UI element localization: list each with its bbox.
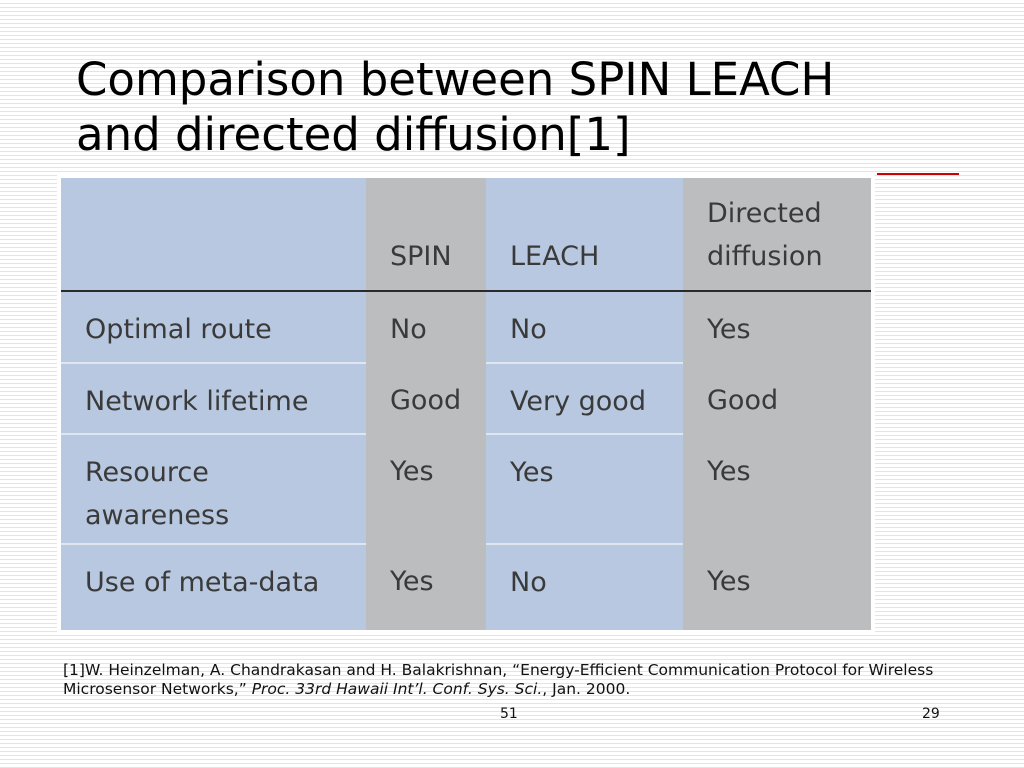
reference-text: [1]W. Heinzelman, A. Chandrakasan and H.… <box>63 661 934 698</box>
header-directed-line1: Directed <box>707 198 822 230</box>
row-label: Resource awareness <box>61 432 366 544</box>
title-line-2: and directed diffusion[1] <box>76 108 631 161</box>
header-spin: SPIN <box>366 178 486 293</box>
cell-leach: Yes <box>486 432 683 544</box>
table-row: Resource awareness Yes Yes Yes <box>61 432 871 544</box>
accent-line <box>877 173 959 175</box>
slide-number: 51 <box>500 706 518 722</box>
cell-directed: Yes <box>683 543 871 630</box>
cell-spin: Yes <box>366 433 486 544</box>
header-directed-line2: diffusion <box>707 241 823 273</box>
header-empty-cell <box>61 178 366 293</box>
cell-directed: Yes <box>683 433 871 544</box>
cell-spin: Yes <box>366 543 486 630</box>
cell-leach: No <box>486 291 683 364</box>
header-leach: LEACH <box>486 178 683 293</box>
cell-spin: No <box>366 291 486 364</box>
table-row: Optimal route No No Yes <box>61 291 871 364</box>
page-number: 29 <box>922 706 940 722</box>
header-directed-diffusion: Directed diffusion <box>683 178 871 293</box>
title-line-1: Comparison between SPIN LEACH <box>76 53 835 106</box>
row-label: Optimal route <box>61 291 366 364</box>
cell-directed: Good <box>683 363 871 434</box>
comparison-table: SPIN LEACH Directed diffusion Optimal ro… <box>61 178 871 630</box>
table-row: Network lifetime Good Very good Good <box>61 362 871 434</box>
cell-spin: Good <box>366 363 486 434</box>
slide-title: Comparison between SPIN LEACH and direct… <box>76 52 956 162</box>
reference-date: , Jan. 2000. <box>542 680 631 698</box>
row-label: Network lifetime <box>61 362 366 434</box>
reference-citation: [1]W. Heinzelman, A. Chandrakasan and H.… <box>63 661 983 699</box>
table-row: Use of meta-data Yes No Yes <box>61 542 871 630</box>
table-header-row: SPIN LEACH Directed diffusion <box>61 178 871 293</box>
cell-directed: Yes <box>683 291 871 364</box>
row-label: Use of meta-data <box>61 542 366 630</box>
comparison-table-frame: SPIN LEACH Directed diffusion Optimal ro… <box>57 174 875 634</box>
cell-leach: Very good <box>486 362 683 434</box>
reference-venue: Proc. 33rd Hawaii Int’l. Conf. Sys. Sci. <box>251 680 543 698</box>
cell-leach: No <box>486 542 683 630</box>
row-label-line1: Resource <box>85 456 209 488</box>
row-label-line2: awareness <box>85 499 230 531</box>
